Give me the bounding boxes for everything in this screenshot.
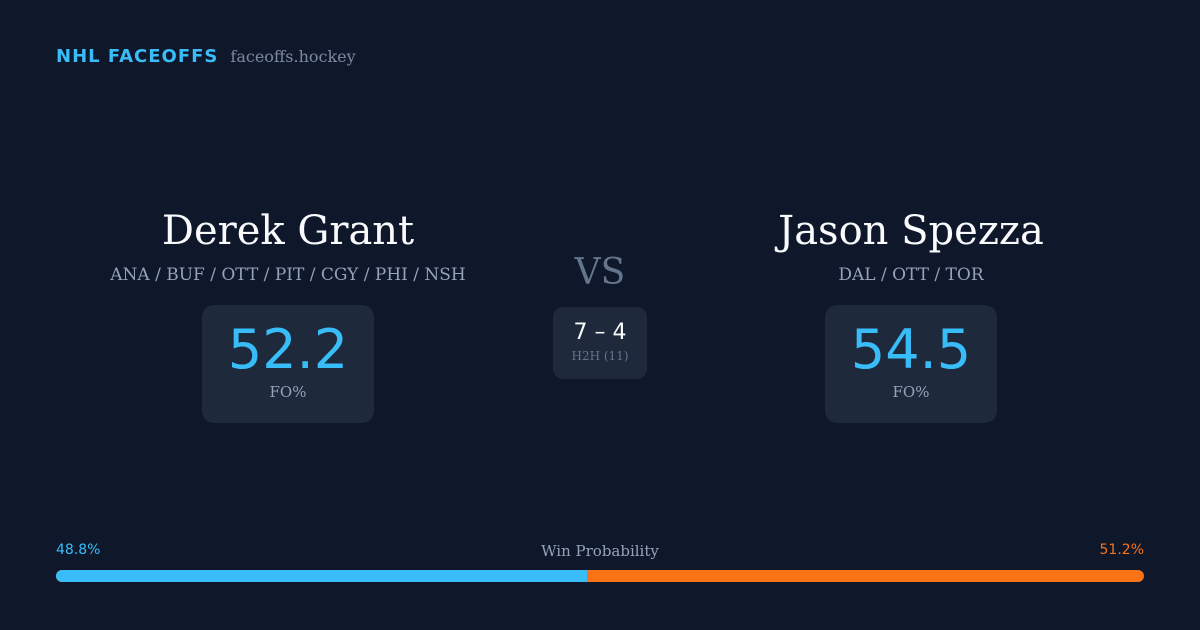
player-left-teams: ANA / BUF / OTT / PIT / CGY / PHI / NSH (110, 265, 466, 285)
win-probability-bar (56, 570, 1144, 582)
player-left-name: Derek Grant (161, 208, 415, 254)
brand-domain[interactable]: faceoffs.hockey (230, 47, 356, 66)
win-probability-labels: 48.8% Win Probability 51.2% (56, 542, 1144, 564)
win-probability-left: 48.8% (56, 542, 101, 558)
player-right: Jason Spezza DAL / OTT / TOR 54.5 FO% (651, 205, 1171, 423)
brand-name[interactable]: NHL FACEOFFS (56, 46, 219, 67)
win-probability-title: Win Probability (541, 542, 659, 560)
player-left-fo-card: 52.2 FO% (202, 305, 374, 423)
h2h-score: 7 – 4 (573, 320, 627, 345)
player-right-teams: DAL / OTT / TOR (838, 265, 984, 285)
brand-header: NHL FACEOFFS faceoffs.hockey (56, 46, 356, 67)
win-probability-fill-left (56, 570, 587, 582)
player-right-fo-card: 54.5 FO% (825, 305, 997, 423)
win-probability-right: 51.2% (1099, 542, 1144, 558)
player-right-fo-value: 54.5 (850, 318, 972, 381)
versus-label: VS (574, 252, 626, 293)
h2h-label: H2H (11) (571, 349, 629, 363)
player-right-fo-label: FO% (892, 383, 930, 401)
player-left: Derek Grant ANA / BUF / OTT / PIT / CGY … (28, 205, 548, 423)
player-left-fo-label: FO% (269, 383, 307, 401)
h2h-card: 7 – 4 H2H (11) (553, 307, 647, 379)
player-right-name: Jason Spezza (778, 208, 1044, 254)
player-left-fo-value: 52.2 (227, 318, 349, 381)
